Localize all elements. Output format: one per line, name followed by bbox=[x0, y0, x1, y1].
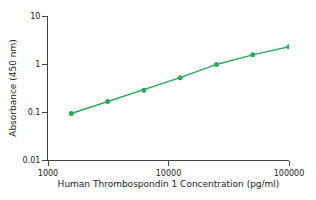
svg-text:10000: 10000 bbox=[156, 169, 181, 178]
svg-text:Human Thrombospondin 1 Concent: Human Thrombospondin 1 Concentration (pg… bbox=[58, 179, 280, 189]
svg-text:1: 1 bbox=[35, 60, 40, 69]
svg-text:10: 10 bbox=[30, 12, 40, 21]
svg-text:1000: 1000 bbox=[38, 169, 58, 178]
svg-text:Absorbance (450 nm): Absorbance (450 nm) bbox=[8, 39, 18, 137]
svg-text:0.1: 0.1 bbox=[28, 108, 41, 117]
svg-text:0.01: 0.01 bbox=[23, 156, 41, 165]
svg-text:100000: 100000 bbox=[274, 169, 305, 178]
